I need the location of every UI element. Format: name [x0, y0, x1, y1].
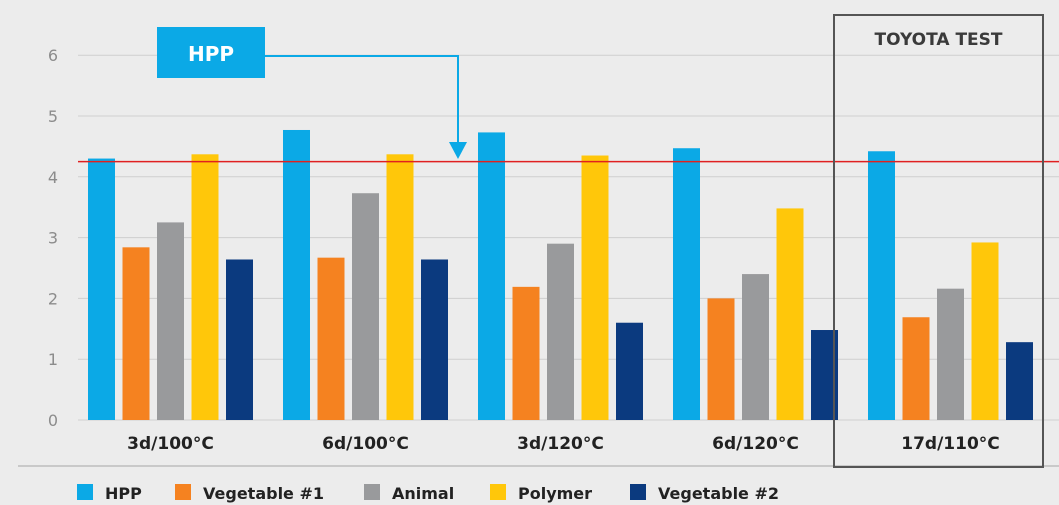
hpp-badge	[157, 27, 265, 78]
y-tick-label: 3	[48, 229, 58, 248]
x-category-label: 6d/100°C	[322, 434, 409, 454]
x-category-label: 3d/100°C	[127, 434, 214, 454]
legend-label: Vegetable #1	[203, 484, 324, 503]
x-category-label: 6d/120°C	[712, 434, 799, 454]
y-tick-label: 6	[48, 46, 58, 65]
legend-label: HPP	[105, 484, 142, 503]
legend-swatch	[77, 484, 93, 500]
highlight-frame	[833, 14, 1044, 468]
legend-label: Vegetable #2	[658, 484, 779, 503]
legend-swatch	[364, 484, 380, 500]
hpp-badge-label: HPP	[188, 42, 234, 66]
bar	[122, 247, 150, 420]
callout-arrow-line	[265, 55, 459, 144]
bar	[226, 259, 253, 420]
bar	[191, 154, 219, 420]
y-tick-label: 1	[48, 350, 58, 369]
legend-label: Animal	[392, 484, 454, 503]
bar	[386, 154, 414, 420]
bar	[868, 151, 895, 420]
highlight-label: TOYOTA TEST	[875, 30, 1003, 50]
bar	[512, 286, 540, 420]
bar	[1006, 342, 1033, 420]
bar	[616, 322, 643, 420]
x-category-label: 17d/110°C	[901, 434, 1000, 454]
legend-swatch	[490, 484, 506, 500]
bar	[478, 132, 505, 420]
x-category-label: 3d/120°C	[517, 434, 604, 454]
y-tick-label: 0	[48, 411, 58, 430]
callout-arrow-head	[449, 142, 467, 159]
bar	[317, 257, 345, 420]
y-tick-label: 5	[48, 107, 58, 126]
legend-label: Polymer	[518, 484, 592, 503]
y-axis-ticks: 0 1 2 3 4 5 6	[48, 46, 58, 430]
bar	[902, 317, 930, 420]
x-axis-categories: 3d/100°C 6d/100°C 3d/120°C 6d/120°C 17d/110°…	[127, 434, 1000, 454]
bar	[88, 158, 115, 420]
bar	[707, 298, 735, 420]
bar	[547, 243, 574, 420]
legend: HPP Vegetable #1 Animal Polymer Vegetable #2	[77, 484, 779, 503]
y-tick-label: 2	[48, 289, 58, 308]
bars	[18, 129, 1059, 467]
bar	[157, 222, 184, 420]
legend-swatch	[630, 484, 646, 500]
bar	[283, 129, 310, 420]
bar	[776, 208, 804, 420]
toyota-test-box: TOYOTA TEST	[833, 14, 1044, 468]
bar	[937, 288, 964, 420]
bar	[971, 242, 999, 420]
bar	[352, 193, 379, 420]
bar	[673, 148, 700, 420]
bar	[581, 155, 609, 420]
y-tick-label: 4	[48, 168, 58, 187]
bar	[742, 274, 769, 420]
bar	[421, 259, 448, 420]
hpp-callout: HPP	[157, 27, 467, 159]
legend-swatch	[175, 484, 191, 500]
